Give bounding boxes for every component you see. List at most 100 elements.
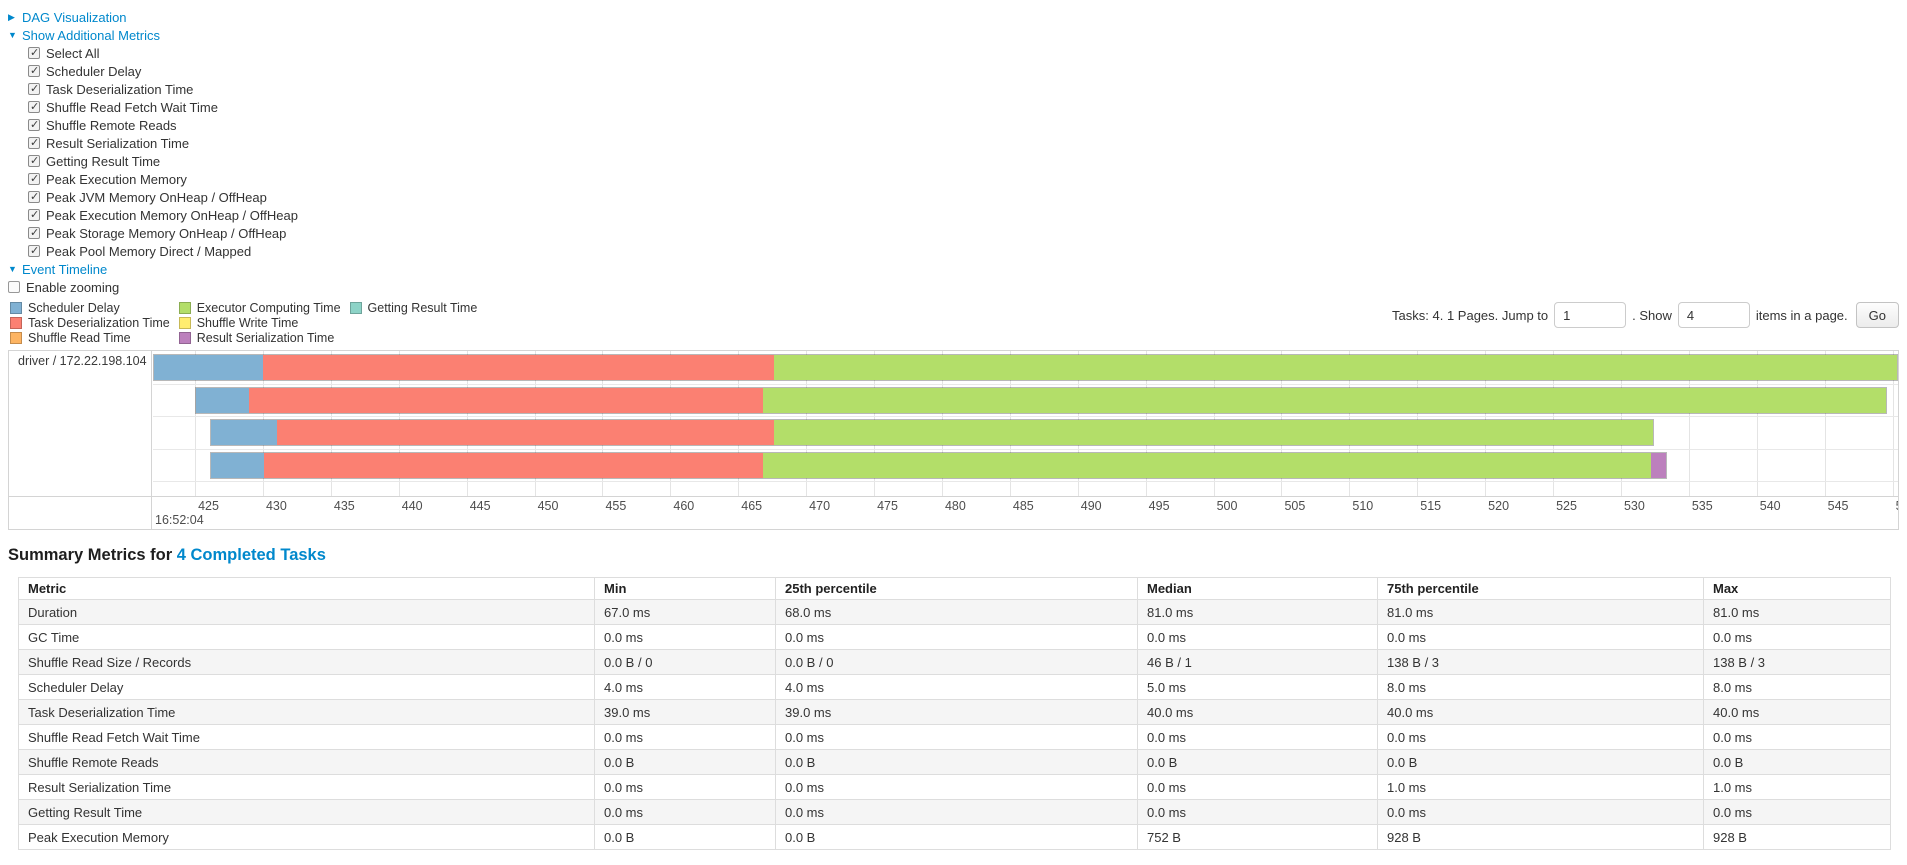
timeline-legend: Scheduler Delay Task Deserialization Time… [10,300,477,345]
task-bar[interactable] [210,451,1668,479]
pagination-after-text: items in a page. [1755,307,1848,323]
axis-tick-label: 545 [1827,499,1849,513]
metric-checkbox-row[interactable]: Getting Result Time [28,152,1899,170]
metric-checkbox[interactable] [28,64,40,77]
task-bar[interactable] [153,354,1898,381]
task-segment-executor_computing [763,387,1887,413]
axis-tick-label: 550 [1896,499,1898,513]
table-cell: Task Deserialization Time [18,699,595,725]
axis-tick-label: 440 [401,499,423,513]
table-cell: 1.0 ms [1703,774,1891,800]
metric-checkbox-label: Task Deserialization Time [46,81,194,97]
table-cell: 4.0 ms [775,674,1138,700]
metric-checkbox-row[interactable]: Shuffle Read Fetch Wait Time [28,98,1899,116]
metric-checkbox[interactable] [28,118,40,131]
metric-checkbox[interactable] [28,100,40,113]
enable-zooming-row[interactable]: Enable zooming [8,278,1899,296]
metric-checkbox-label: Result Serialization Time [46,135,190,151]
timeline-gridline [1824,351,1826,496]
table-cell: 0.0 ms [775,624,1138,650]
timeline-plot-area[interactable] [153,351,1898,496]
metric-checkbox-label: Peak Storage Memory OnHeap / OffHeap [46,225,287,241]
table-row: Task Deserialization Time 39.0 ms 39.0 ms 4… [18,699,1891,725]
table-row: Shuffle Read Fetch Wait Time 0.0 ms 0.0 ms… [18,724,1891,750]
table-cell: 752 B [1137,824,1378,850]
metric-checkbox-label: Shuffle Read Fetch Wait Time [46,99,218,115]
metric-checkbox-row[interactable]: Peak Execution Memory OnHeap / OffHeap [28,206,1899,224]
table-cell: Peak Execution Memory [18,824,595,850]
legend-item: Task Deserialization Time [10,315,170,330]
legend-swatch-executor_computing [178,301,191,314]
table-cell: 40.0 ms [1137,699,1378,725]
axis-tick-label: 465 [741,499,763,513]
enable-zooming-checkbox[interactable] [8,281,20,293]
legend-swatch-result_serialization [178,331,191,344]
event-timeline-chart[interactable]: driver / 172.22.198.104 425 430 435 440 445 4… [8,350,1899,530]
task-segment-scheduler_delay [154,355,263,380]
axis-tick-label: 470 [809,499,831,513]
metric-checkbox-row[interactable]: Peak Storage Memory OnHeap / OffHeap [28,224,1899,242]
metric-checkbox[interactable] [28,244,40,257]
axis-tick-label: 425 [198,499,219,513]
metric-checkbox-label: Select All [46,45,100,61]
table-row: Result Serialization Time 0.0 ms 0.0 ms 0.0… [18,774,1891,800]
legend-label: Task Deserialization Time [28,315,170,330]
table-cell: 0.0 ms [775,774,1138,800]
axis-tick-label: 515 [1420,499,1442,513]
metric-checkbox-row[interactable]: Select All [28,44,1899,62]
table-cell: 0.0 B [594,749,776,775]
task-segment-scheduler_delay [211,420,278,445]
axis-tick-label: 455 [605,499,627,513]
table-cell: 0.0 B / 0 [775,649,1138,675]
task-segment-scheduler_delay [211,452,264,478]
metric-checkbox-row[interactable]: Result Serialization Time [28,134,1899,152]
go-button[interactable]: Go [1855,302,1899,328]
metric-checkbox[interactable] [28,172,40,185]
metric-checkbox[interactable] [28,154,40,167]
legend-label: Shuffle Write Time [196,315,299,330]
axis-tick-label: 435 [333,499,355,513]
metric-checkbox[interactable] [28,82,40,95]
metric-checkbox-label: Shuffle Remote Reads [46,117,177,133]
metric-checkbox[interactable] [28,226,40,239]
table-cell: 0.0 ms [1703,799,1891,825]
metric-checkbox-row[interactable]: Peak Pool Memory Direct / Mapped [28,242,1899,260]
legend-swatch-getting_result [349,301,362,314]
show-additional-metrics-toggle[interactable]: ▼ Show Additional Metrics [8,26,1899,44]
task-bar[interactable] [195,386,1888,414]
table-cell: 0.0 ms [1703,724,1891,750]
metric-checkbox-row[interactable]: Task Deserialization Time [28,80,1899,98]
metric-checkbox[interactable] [28,208,40,221]
metric-checkbox[interactable] [28,46,40,59]
metric-checkbox-row[interactable]: Peak Execution Memory [28,170,1899,188]
legend-label: Result Serialization Time [196,330,335,345]
executor-row-label: driver / 172.22.198.104 [18,354,147,368]
axis-tick-label: 510 [1352,499,1374,513]
completed-tasks-link[interactable]: 4 Completed Tasks [176,546,326,564]
metric-checkbox[interactable] [28,136,40,149]
jump-to-page-input[interactable] [1554,302,1627,328]
metric-checkbox[interactable] [28,190,40,203]
table-header-cell: Max [1703,577,1891,600]
table-cell: 39.0 ms [594,699,776,725]
metric-checkbox-row[interactable]: Peak JVM Memory OnHeap / OffHeap [28,188,1899,206]
table-cell: 0.0 B [594,824,776,850]
axis-tick-label: 480 [944,499,966,513]
timeline-row-separator [153,416,1898,417]
timeline-row-separator [153,383,1898,385]
metric-checkbox-row[interactable]: Shuffle Remote Reads [28,116,1899,134]
event-timeline-toggle[interactable]: ▼ Event Timeline [8,260,1899,278]
table-cell: Getting Result Time [18,799,595,825]
table-cell: 1.0 ms [1377,774,1704,800]
chevron-right-icon: ▶ [8,11,15,22]
table-cell: Shuffle Remote Reads [18,749,595,775]
dag-visualization-toggle[interactable]: ▶ DAG Visualization [8,8,1899,26]
task-bar[interactable] [210,419,1654,446]
legend-item: Result Serialization Time [178,330,341,345]
items-per-page-input[interactable] [1677,302,1750,328]
table-row: Peak Execution Memory 0.0 B 0.0 B 752 B 928 … [18,824,1891,850]
axis-tick-label: 500 [1216,499,1238,513]
chevron-down-icon: ▼ [8,264,17,274]
table-cell: 0.0 B [775,824,1138,850]
metric-checkbox-row[interactable]: Scheduler Delay [28,62,1899,80]
